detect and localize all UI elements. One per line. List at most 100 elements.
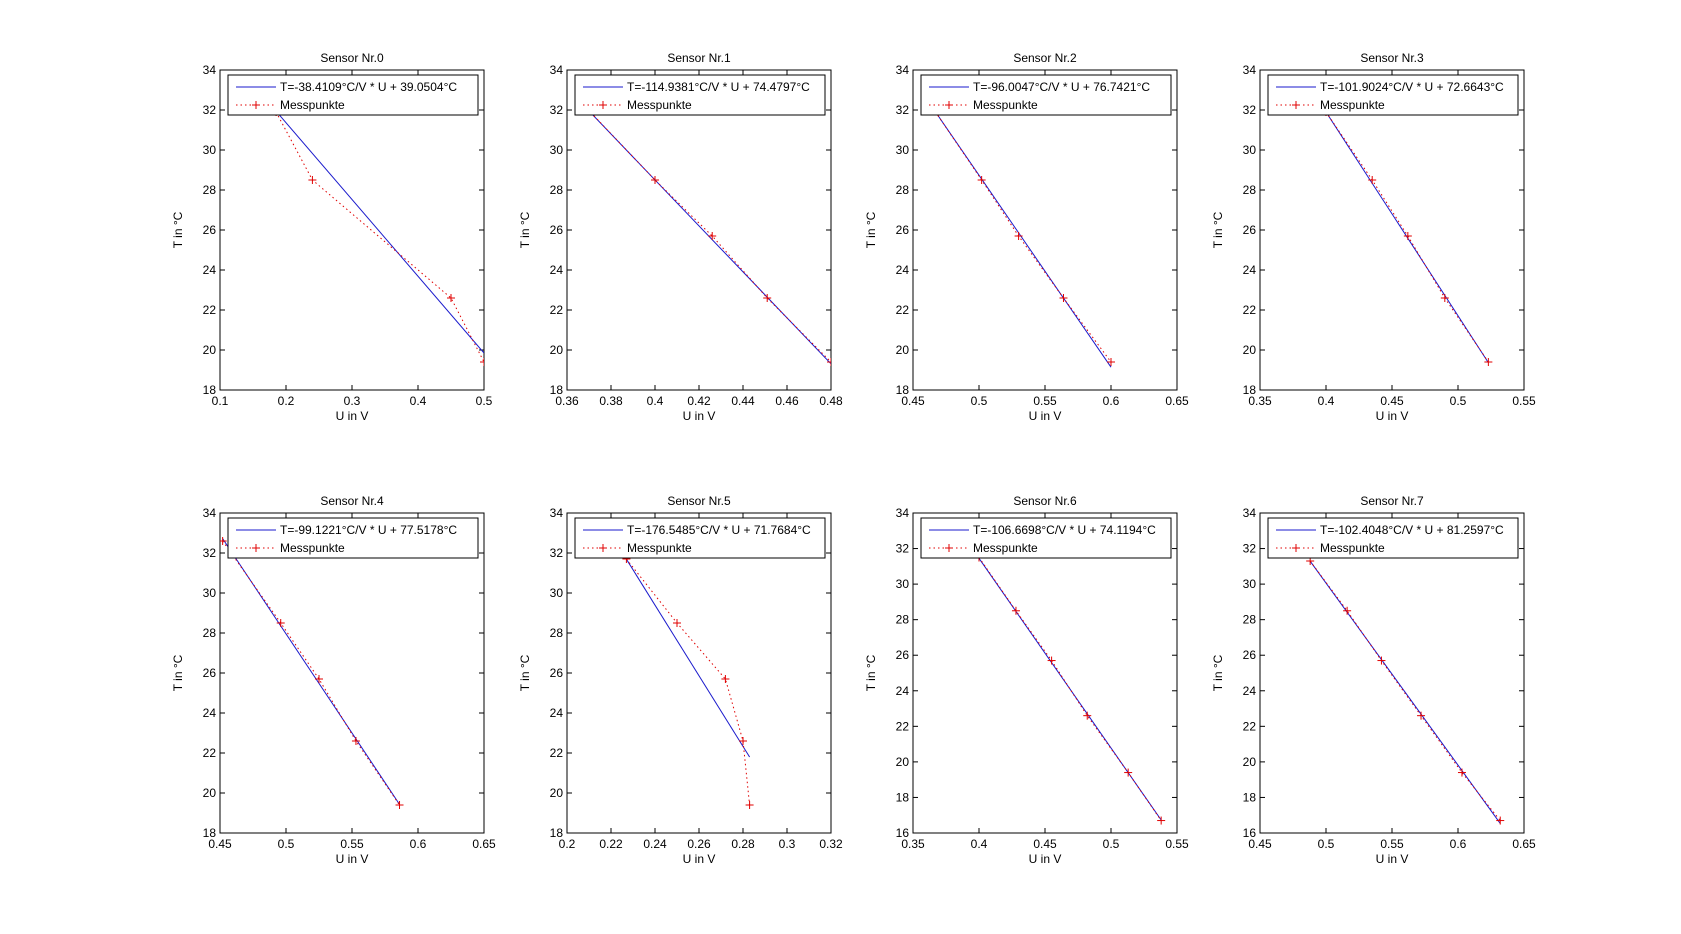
y-tick-label: 24 <box>550 706 564 720</box>
chart-title: Sensor Nr.0 <box>320 51 384 65</box>
x-axis-label: U in V <box>683 409 716 423</box>
chart-title: Sensor Nr.7 <box>1360 494 1424 508</box>
y-tick-label: 30 <box>896 143 910 157</box>
legend-box <box>227 517 479 559</box>
legend-fit-label: T=-38.4109°C/V * U + 39.0504°C <box>280 80 457 94</box>
y-tick-label: 34 <box>1243 63 1257 77</box>
x-tick-label: 0.55 <box>1165 837 1189 851</box>
y-tick-label: 30 <box>550 586 564 600</box>
y-tick-label: 18 <box>203 826 217 840</box>
y-tick-label: 34 <box>550 63 564 77</box>
subplot-sensor-0: Sensor Nr.0 0.1 0.2 0.3 0.4 0.5 18 20 22 24 26 28 30… <box>171 51 493 423</box>
measurement-point <box>447 294 455 302</box>
y-tick-label: 26 <box>550 223 564 237</box>
y-tick-label: 28 <box>550 626 564 640</box>
legend-measure-label: Messpunkte <box>1320 541 1385 555</box>
legend-box <box>1267 517 1519 559</box>
x-tick-label: 0.5 <box>1103 837 1120 851</box>
measurement-point <box>1083 711 1092 720</box>
legend-box <box>1267 74 1519 116</box>
x-axis-label: U in V <box>336 852 369 866</box>
y-tick-label: 22 <box>1243 303 1257 317</box>
y-tick-label: 20 <box>550 786 564 800</box>
x-axis-label: U in V <box>1029 409 1062 423</box>
legend: T=-102.4048°C/V * U + 81.2597°C Messpunkt… <box>1267 517 1519 559</box>
x-tick-label: 0.48 <box>819 394 843 408</box>
legend: T=-99.1221°C/V * U + 77.5178°C Messpunkte <box>227 517 479 559</box>
x-tick-label: 0.5 <box>1450 394 1467 408</box>
plot-area <box>219 512 485 834</box>
fit-line <box>222 538 400 805</box>
legend-measure-label: Messpunkte <box>973 98 1038 112</box>
y-tick-label: 18 <box>896 790 910 804</box>
measurement-point <box>220 537 227 545</box>
plot-area <box>912 69 1178 391</box>
y-tick-label: 18 <box>1243 383 1257 397</box>
chart-title: Sensor Nr.6 <box>1013 494 1077 508</box>
legend-measure-label: Messpunkte <box>280 541 345 555</box>
legend-measure-marker <box>1292 101 1300 109</box>
y-tick-label: 30 <box>896 577 910 591</box>
measurement-point <box>673 619 681 627</box>
y-tick-label: 34 <box>203 63 217 77</box>
measurement-point <box>1496 816 1505 825</box>
measurement-point <box>1368 176 1377 184</box>
legend: T=-106.6698°C/V * U + 74.1194°C Messpunkt… <box>920 517 1172 559</box>
x-axis-label: U in V <box>1029 852 1062 866</box>
measurement-point <box>1157 816 1166 825</box>
legend-box <box>227 74 479 116</box>
measurement-point <box>1403 232 1412 240</box>
measurement-point <box>480 358 484 366</box>
legend: T=-38.4109°C/V * U + 39.0504°C Messpunkte <box>227 74 479 116</box>
plot-data <box>928 104 1115 368</box>
x-tick-label: 0.65 <box>1512 837 1536 851</box>
y-tick-label: 18 <box>550 826 564 840</box>
fit-line <box>932 107 1112 368</box>
x-tick-label: 0.5 <box>476 394 493 408</box>
y-tick-label: 32 <box>1243 542 1257 556</box>
measurement-line <box>978 557 1162 821</box>
plot-area <box>219 69 485 391</box>
x-tick-label: 0.38 <box>599 394 623 408</box>
legend-fit-label: T=-99.1221°C/V * U + 77.5178°C <box>280 523 457 537</box>
plot-data <box>622 555 754 809</box>
subplot-sensor-3: Sensor Nr.3 0.35 0.4 0.45 0.5 0.55 18 20 22 24 26 2… <box>1211 51 1536 423</box>
x-tick-label: 0.55 <box>1033 394 1057 408</box>
y-tick-label: 32 <box>203 103 217 117</box>
y-tick-label: 34 <box>896 63 910 77</box>
plot-data <box>580 102 831 366</box>
measurement-point <box>1440 294 1449 302</box>
y-tick-label: 18 <box>203 383 217 397</box>
y-tick-label: 22 <box>550 746 564 760</box>
measurement-point <box>1343 606 1352 615</box>
y-tick-label: 26 <box>1243 648 1257 662</box>
plot-data <box>975 553 1166 825</box>
subplot-sensor-2: Sensor Nr.2 0.45 0.5 0.55 0.6 0.65 18 20 22 24 26 2… <box>864 51 1189 423</box>
y-tick-label: 26 <box>203 223 217 237</box>
y-tick-label: 26 <box>550 666 564 680</box>
y-tick-label: 20 <box>1243 755 1257 769</box>
y-tick-label: 28 <box>896 613 910 627</box>
y-tick-label: 26 <box>896 223 910 237</box>
chart-title: Sensor Nr.4 <box>320 494 384 508</box>
x-tick-label: 0.55 <box>1512 394 1536 408</box>
y-tick-label: 32 <box>1243 103 1257 117</box>
measurement-point <box>1107 358 1115 366</box>
subplot-sensor-7: Sensor Nr.7 0.45 0.5 0.55 0.6 0.65 16 18 20 22 24 2… <box>1211 494 1536 866</box>
subplot-sensor-4: Sensor Nr.4 0.45 0.5 0.55 0.6 0.65 18 20 22 24 26 2… <box>171 494 496 866</box>
y-tick-label: 30 <box>203 143 217 157</box>
x-tick-label: 0.26 <box>687 837 711 851</box>
y-tick-label: 20 <box>550 343 564 357</box>
measurement-point <box>1059 294 1068 302</box>
measurement-point <box>1377 656 1386 665</box>
x-tick-label: 0.55 <box>1380 837 1404 851</box>
y-tick-label: 24 <box>896 263 910 277</box>
legend: T=-96.0047°C/V * U + 76.7421°C Messpunkte <box>920 74 1172 116</box>
x-tick-label: 0.45 <box>1380 394 1404 408</box>
x-tick-label: 0.5 <box>971 394 988 408</box>
x-tick-label: 0.4 <box>1318 394 1335 408</box>
measurement-point <box>708 232 717 240</box>
y-axis-label: T in °C <box>171 211 185 248</box>
measurement-point <box>1011 606 1020 615</box>
y-tick-label: 30 <box>550 143 564 157</box>
